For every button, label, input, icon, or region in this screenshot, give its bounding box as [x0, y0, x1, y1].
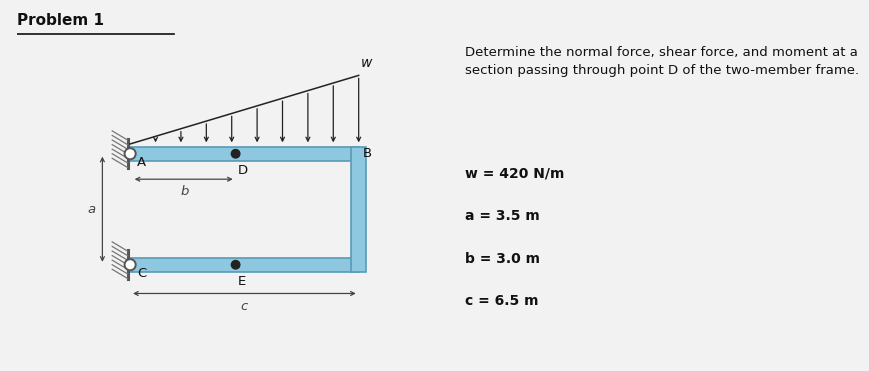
Text: E: E	[238, 275, 247, 288]
Text: c = 6.5 m: c = 6.5 m	[465, 294, 539, 308]
Text: w: w	[361, 56, 372, 70]
Circle shape	[124, 148, 136, 159]
Text: b: b	[181, 185, 189, 198]
Bar	[130, 147, 359, 161]
Circle shape	[124, 259, 136, 270]
Text: A: A	[137, 156, 147, 169]
Circle shape	[231, 150, 240, 158]
Text: w = 420 N/m: w = 420 N/m	[465, 167, 564, 181]
Text: C: C	[137, 267, 147, 280]
Bar	[351, 147, 366, 272]
Text: Problem 1: Problem 1	[17, 13, 104, 28]
Text: a = 3.5 m: a = 3.5 m	[465, 209, 540, 223]
Text: B: B	[362, 147, 372, 160]
Text: c: c	[241, 300, 248, 313]
Bar	[130, 257, 359, 272]
Text: D: D	[238, 164, 249, 177]
Text: a: a	[88, 203, 96, 216]
Text: b = 3.0 m: b = 3.0 m	[465, 252, 540, 266]
Circle shape	[231, 260, 240, 269]
Text: Determine the normal force, shear force, and moment at a
section passing through: Determine the normal force, shear force,…	[465, 46, 859, 77]
